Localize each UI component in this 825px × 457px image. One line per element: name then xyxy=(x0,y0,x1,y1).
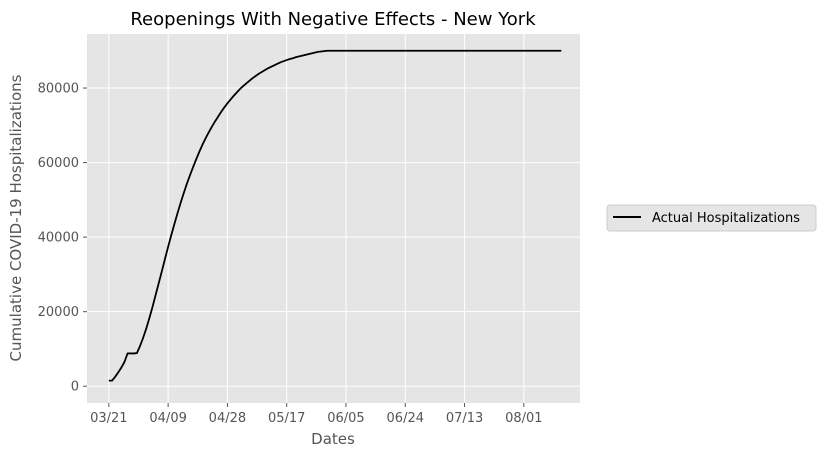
legend: Actual Hospitalizations xyxy=(606,204,817,232)
chart-title: Reopenings With Negative Effects - New Y… xyxy=(130,9,536,30)
x-axis-title: Dates xyxy=(311,430,355,448)
y-axis: 0 20000 40000 60000 80000 xyxy=(38,82,87,395)
y-tick-label: 20000 xyxy=(38,305,79,320)
x-tick-label: 07/13 xyxy=(446,411,483,426)
x-tick-label: 04/28 xyxy=(209,411,246,426)
series-line-actual-hospitalizations xyxy=(108,49,562,382)
x-tick-label: 06/24 xyxy=(387,411,424,426)
x-tick-label: 04/09 xyxy=(149,411,186,426)
plot-area xyxy=(87,34,580,403)
x-tick-label: 05/17 xyxy=(268,411,305,426)
series-layer xyxy=(108,49,562,382)
y-tick-label: 60000 xyxy=(38,156,79,171)
grid xyxy=(87,34,580,403)
legend-box xyxy=(606,204,817,232)
y-tick-label: 0 xyxy=(71,380,79,395)
y-tick-label: 40000 xyxy=(38,231,79,246)
x-tick-label: 08/01 xyxy=(505,411,542,426)
y-tick-label: 80000 xyxy=(38,82,79,97)
x-axis: 03/21 04/09 04/28 05/17 06/05 06/24 07/13 08/01 xyxy=(90,403,543,426)
legend-label: Actual Hospitalizations xyxy=(652,211,800,226)
x-tick-label: 06/05 xyxy=(327,411,364,426)
y-axis-title: Cumulative COVID-19 Hospitalizations xyxy=(7,74,25,361)
x-tick-label: 03/21 xyxy=(90,411,127,426)
